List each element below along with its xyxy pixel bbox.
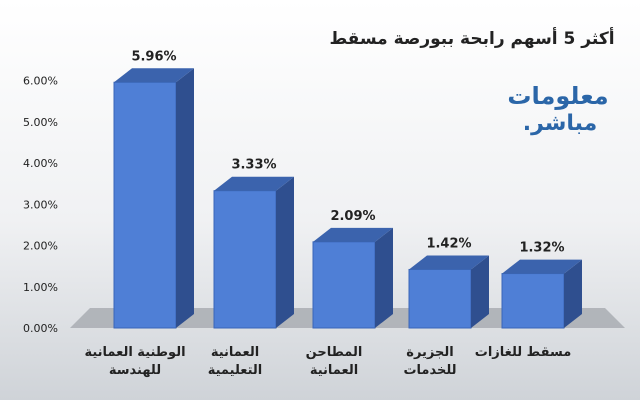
bar-front-face: [312, 241, 376, 329]
watermark-text-main: معلومات: [507, 82, 608, 110]
bar-top-face: [502, 259, 582, 274]
data-label: 1.32%: [519, 241, 564, 256]
data-label: 3.33%: [231, 158, 276, 173]
bar-side-face: [276, 176, 294, 328]
y-tick-label: 2.00%: [23, 240, 58, 253]
bar-top-face: [214, 176, 294, 191]
bar: [213, 176, 294, 329]
bar-top-face: [409, 255, 489, 270]
bar-top-face: [114, 68, 194, 83]
bar: [501, 259, 582, 329]
y-tick-label: 3.00%: [23, 198, 58, 211]
x-category-label: الوطنية العمانية: [84, 345, 185, 360]
watermark-logo: معلومات مباشر.: [507, 82, 608, 136]
bar: [113, 68, 194, 329]
y-tick-label: 6.00%: [23, 75, 58, 88]
bar: [312, 227, 393, 329]
bar-front-face: [408, 268, 472, 329]
x-category-label: العمانية: [211, 345, 259, 360]
chart-title: أكثر 5 أسهم رابحة ببورصة مسقط: [329, 27, 614, 49]
bar: [408, 255, 489, 329]
watermark-text-sub: مباشر.: [523, 111, 598, 136]
x-category-label: مسقط للغازات: [475, 345, 572, 360]
bar-side-face: [176, 68, 194, 328]
x-category-label: المطاحن: [306, 345, 363, 360]
y-tick-label: 0.00%: [23, 322, 58, 335]
x-category-label: للخدمات: [403, 363, 456, 378]
x-category-label: التعليمية: [208, 363, 263, 378]
data-label: 5.96%: [131, 49, 176, 64]
bar-side-face: [471, 255, 489, 328]
x-category-label: العمانية: [310, 363, 358, 378]
y-tick-label: 1.00%: [23, 281, 58, 294]
bar-side-face: [375, 227, 393, 328]
data-label: 2.09%: [330, 209, 375, 224]
bar-top-face: [313, 227, 393, 242]
x-category-label: للهندسة: [109, 363, 161, 378]
bar-front-face: [213, 190, 277, 329]
bar-front-face: [113, 81, 177, 329]
bar-front-face: [501, 273, 565, 329]
y-tick-label: 5.00%: [23, 116, 58, 129]
bar-side-face: [564, 259, 582, 328]
y-tick-label: 4.00%: [23, 157, 58, 170]
x-category-label: الجزيرة: [406, 345, 453, 360]
data-label: 1.42%: [426, 236, 471, 251]
